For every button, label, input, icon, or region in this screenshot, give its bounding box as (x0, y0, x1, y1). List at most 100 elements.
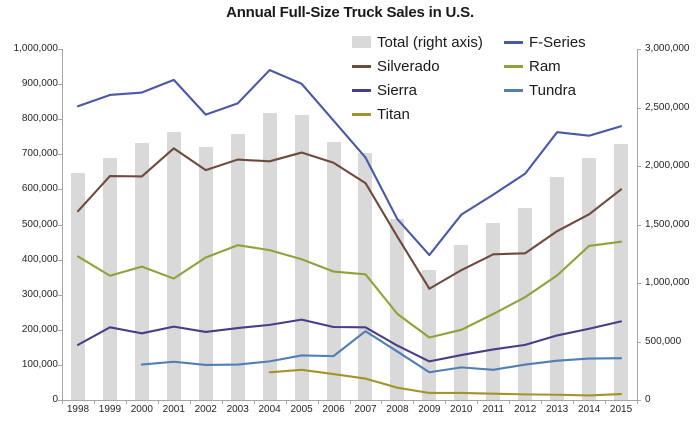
left-axis-tick-label: 500,000 (21, 218, 58, 230)
category-axis-tick-mark (413, 400, 415, 404)
category-axis-tick-label: 2003 (226, 404, 249, 415)
category-axis-tick-mark (637, 400, 638, 404)
legend-item-f-series[interactable]: F-Series (504, 35, 642, 50)
right-axis-tick-label: 3,000,000 (645, 43, 690, 54)
category-axis-tick-mark (381, 400, 383, 404)
right-axis-tick-label: 500,000 (645, 335, 682, 347)
total-bar (198, 147, 213, 400)
legend-item-label: Sierra (377, 81, 418, 99)
right-axis-tick-label: 2,500,000 (645, 101, 690, 113)
left-axis-tick-mark (58, 329, 62, 331)
line-series-ram (76, 240, 623, 339)
category-axis-tick-label: 2013 (546, 404, 569, 415)
line-series-tundra (140, 330, 623, 374)
category-axis-tick-label: 2015 (609, 404, 633, 415)
chart-legend: Total (right axis) F-Series Silverado Ram Si… (352, 30, 642, 126)
left-axis-tick-label: 700,000 (21, 148, 58, 160)
category-axis-tick-label: 2011 (482, 404, 504, 415)
category-axis-tick-mark (445, 400, 447, 404)
total-bar (102, 158, 117, 400)
left-axis-tick-label: 900,000 (21, 78, 58, 90)
left-axis-tick-label: 600,000 (21, 183, 58, 195)
left-axis-tick-mark (58, 84, 62, 86)
left-axis-tick-label: 0 (52, 394, 58, 405)
total-bar (358, 153, 373, 400)
legend-item-label: Tundra (529, 81, 576, 99)
category-axis-tick-mark (253, 400, 255, 404)
legend-item-total-right-axis[interactable]: Total (right axis) (352, 35, 504, 50)
category-axis-tick-label: 1999 (98, 404, 122, 415)
right-axis-tick-label: 0 (645, 394, 651, 405)
right-axis-tick-mark (637, 224, 641, 226)
left-axis-tick-mark (58, 224, 62, 226)
total-bar (454, 244, 469, 400)
left-value-axis (62, 49, 63, 401)
total-bar (262, 112, 277, 400)
category-axis-tick-label: 2010 (450, 404, 473, 415)
category-axis-tick-mark (221, 400, 223, 404)
left-axis-tick-mark (58, 400, 62, 401)
right-axis-tick-mark (637, 341, 641, 343)
category-axis-tick-mark (93, 400, 95, 404)
line-swatch-icon (352, 88, 371, 92)
category-axis-tick-label: 2005 (290, 404, 313, 415)
category-axis-tick-mark (317, 400, 319, 404)
total-bar (166, 131, 181, 400)
category-axis-tick-mark (189, 400, 191, 404)
category-axis-tick-mark (285, 400, 287, 404)
category-axis-tick-mark (125, 400, 127, 404)
legend-item-label: Titan (377, 105, 410, 123)
bar-swatch-icon (352, 36, 371, 48)
category-axis-tick-mark (573, 400, 575, 404)
legend-item-ram[interactable]: Ram (504, 59, 642, 74)
total-bar (230, 133, 245, 400)
line-series-layer (76, 69, 623, 397)
left-axis-tick-label: 100,000 (21, 358, 58, 370)
category-axis-tick-mark (477, 400, 479, 404)
total-bar (614, 143, 629, 400)
legend-item-label: Total (right axis) (377, 33, 483, 51)
total-bar (422, 269, 437, 400)
legend-item-label: F-Series (529, 33, 586, 51)
legend-item-tundra[interactable]: Tundra (504, 83, 642, 98)
line-swatch-icon (504, 40, 523, 44)
category-axis-tick-label: 1998 (66, 404, 90, 415)
total-bar (134, 142, 149, 400)
total-bar (582, 158, 597, 400)
category-axis-tick-label: 2006 (322, 404, 345, 415)
total-bar (486, 223, 501, 400)
legend-item-sierra[interactable]: Sierra (352, 83, 504, 98)
right-axis-tick-mark (637, 400, 641, 401)
legend-item-label: Silverado (377, 57, 440, 75)
category-axis-tick-mark (541, 400, 543, 404)
left-axis-tick-label: 300,000 (21, 288, 58, 300)
category-axis-tick-label: 2001 (162, 404, 185, 415)
left-axis-tick-mark (58, 119, 62, 121)
legend-item-silverado[interactable]: Silverado (352, 59, 504, 74)
left-axis-tick-label: 1,000,000 (13, 43, 59, 54)
left-axis-tick-label: 800,000 (21, 113, 58, 125)
category-axis-tick-label: 2009 (418, 404, 441, 415)
category-axis-tick-mark (157, 400, 159, 404)
right-axis-tick-mark (637, 283, 641, 284)
total-bar (294, 114, 309, 400)
chart-title: Annual Full-Size Truck Sales in U.S. (226, 4, 474, 21)
left-axis-tick-mark (58, 49, 62, 50)
left-axis-tick-label: 400,000 (21, 253, 58, 265)
right-axis-tick-label: 1,000,000 (645, 277, 690, 288)
line-swatch-icon (504, 88, 523, 92)
left-axis-tick-label: 200,000 (21, 323, 58, 335)
legend-item-label: Ram (529, 57, 561, 75)
right-axis-tick-mark (637, 107, 641, 109)
right-axis-tick-mark (637, 166, 641, 167)
line-series-f-series (76, 69, 623, 257)
category-axis-tick-label: 2008 (386, 404, 409, 415)
category-axis-tick-mark (509, 400, 511, 404)
category-axis-tick-mark (605, 400, 607, 404)
line-swatch-icon (504, 64, 523, 68)
legend-item-titan[interactable]: Titan (352, 107, 504, 122)
line-swatch-icon (352, 112, 371, 116)
right-axis-tick-label: 1,500,000 (645, 218, 690, 230)
category-axis-tick-label: 2002 (194, 404, 217, 415)
